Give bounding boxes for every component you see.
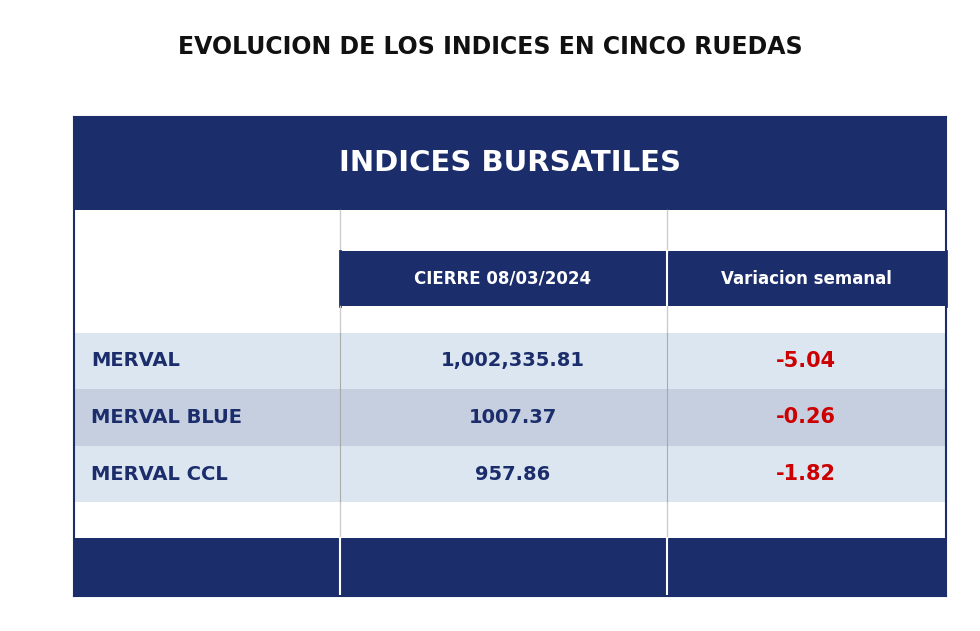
- Text: 1,002,335.81: 1,002,335.81: [441, 351, 585, 370]
- Text: -5.04: -5.04: [776, 351, 836, 371]
- Text: MERVAL BLUE: MERVAL BLUE: [91, 408, 242, 427]
- Text: MERVAL: MERVAL: [91, 351, 180, 370]
- Text: 1007.37: 1007.37: [468, 408, 557, 427]
- Text: INDICES BURSATILES: INDICES BURSATILES: [339, 150, 680, 177]
- Text: -1.82: -1.82: [776, 464, 836, 484]
- Text: EVOLUCION DE LOS INDICES EN CINCO RUEDAS: EVOLUCION DE LOS INDICES EN CINCO RUEDAS: [177, 35, 803, 59]
- Text: Variacion semanal: Variacion semanal: [720, 269, 892, 288]
- Text: 957.86: 957.86: [475, 464, 551, 483]
- Text: CIERRE 08/03/2024: CIERRE 08/03/2024: [415, 269, 592, 288]
- Text: MERVAL CCL: MERVAL CCL: [91, 464, 228, 483]
- Text: -0.26: -0.26: [776, 408, 836, 427]
